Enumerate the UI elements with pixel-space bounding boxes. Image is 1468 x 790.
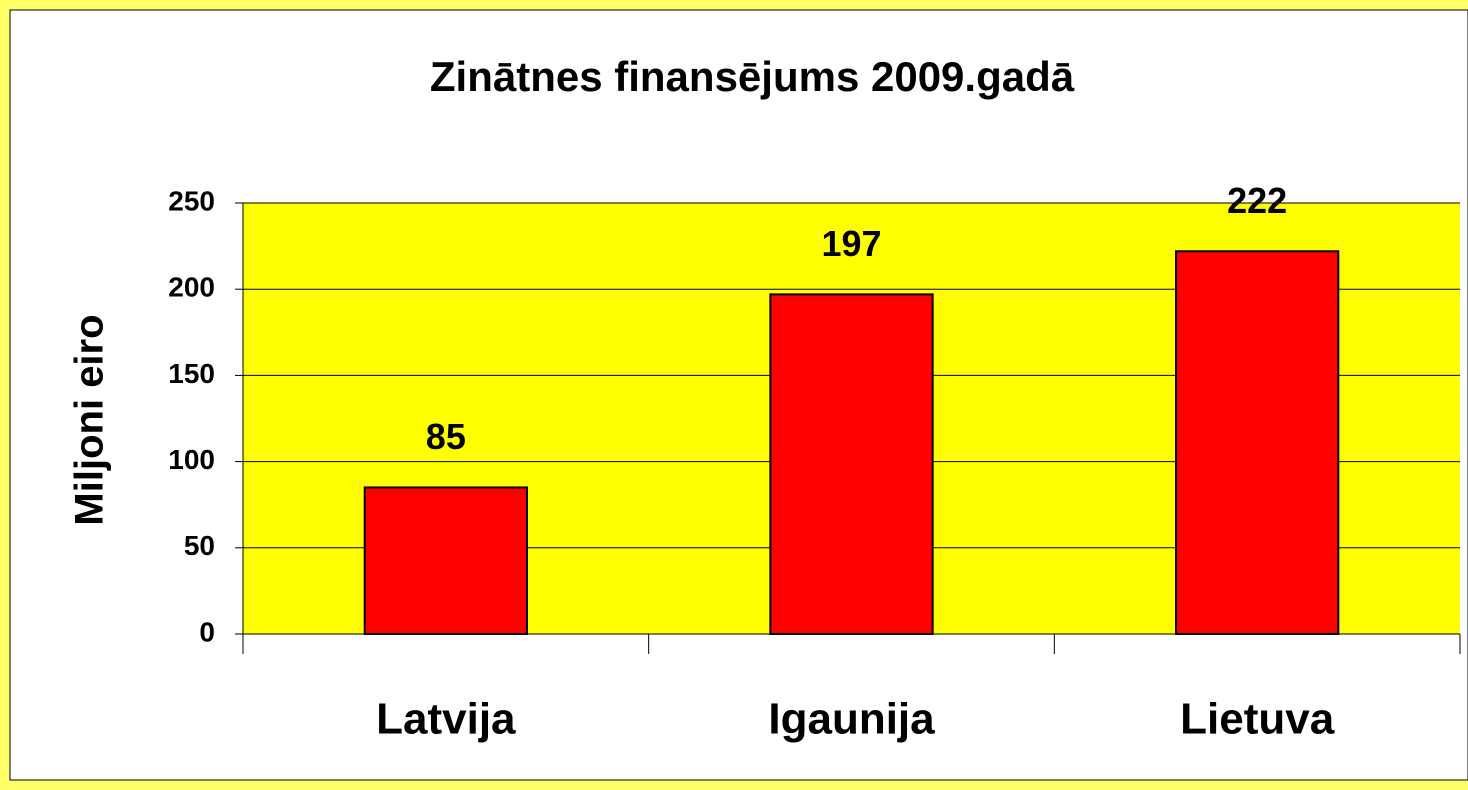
y-tick-label: 50 (184, 530, 215, 561)
bar (769, 293, 934, 635)
value-label: 85 (426, 416, 466, 457)
y-tick-label: 150 (168, 358, 215, 389)
x-tick-label: Igaunija (768, 695, 935, 744)
y-tick-label: 100 (168, 444, 215, 475)
y-tick-label: 0 (199, 616, 215, 647)
value-label: 197 (821, 223, 881, 264)
y-tick-label: 200 (168, 272, 215, 303)
bar (1175, 250, 1340, 635)
chart-title: Zinātnes finansējums 2009.gadā (430, 53, 1075, 100)
y-tick-label: 250 (168, 185, 215, 216)
value-label: 222 (1227, 180, 1287, 221)
x-tick-label: Lietuva (1180, 695, 1335, 744)
y-axis-label: Miljoni eiro (68, 314, 112, 525)
x-tick-label: Latvija (376, 695, 516, 744)
bar (363, 486, 528, 635)
